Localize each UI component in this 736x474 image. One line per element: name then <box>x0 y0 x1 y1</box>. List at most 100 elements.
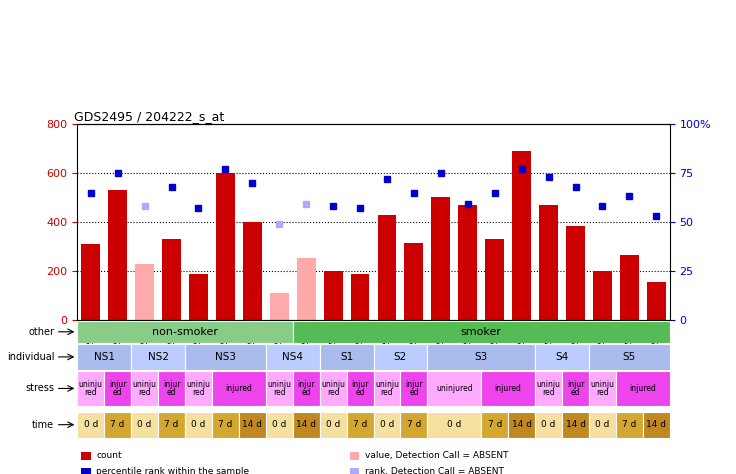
Bar <box>158 372 185 405</box>
Bar <box>593 271 612 320</box>
Bar <box>185 344 266 370</box>
Text: uninju
red: uninju red <box>79 380 103 397</box>
Bar <box>319 344 374 370</box>
Text: injur
ed: injur ed <box>163 380 180 397</box>
Bar <box>212 372 266 405</box>
Text: NS1: NS1 <box>93 352 115 362</box>
Bar <box>319 372 347 405</box>
Bar <box>243 222 262 320</box>
Text: 7 d: 7 d <box>218 420 233 429</box>
Bar <box>620 255 639 320</box>
Bar <box>293 321 670 343</box>
Bar <box>293 411 319 438</box>
Text: injur
ed: injur ed <box>109 380 127 397</box>
Text: NS3: NS3 <box>215 352 236 362</box>
Text: 0 d: 0 d <box>326 420 340 429</box>
Bar <box>189 273 208 320</box>
Bar <box>131 372 158 405</box>
Bar <box>405 243 423 320</box>
Text: GDS2495 / 204222_s_at: GDS2495 / 204222_s_at <box>74 109 224 123</box>
Bar <box>481 372 535 405</box>
Bar <box>266 411 293 438</box>
Text: S3: S3 <box>475 352 488 362</box>
Bar <box>105 372 131 405</box>
Text: NS4: NS4 <box>282 352 303 362</box>
Text: S4: S4 <box>556 352 569 362</box>
Bar <box>562 411 589 438</box>
Text: other: other <box>29 327 54 337</box>
Bar <box>428 411 481 438</box>
Bar <box>428 372 481 405</box>
Bar <box>616 411 643 438</box>
Bar <box>162 239 181 320</box>
Bar <box>81 244 100 320</box>
Bar <box>566 226 585 320</box>
Text: uninju
red: uninju red <box>590 380 615 397</box>
Text: individual: individual <box>7 352 54 362</box>
Text: 7 d: 7 d <box>487 420 502 429</box>
Text: S1: S1 <box>340 352 353 362</box>
Text: 7 d: 7 d <box>622 420 637 429</box>
Bar <box>105 411 131 438</box>
Text: 0 d: 0 d <box>595 420 609 429</box>
Bar <box>539 205 558 320</box>
Bar <box>616 372 670 405</box>
Text: stress: stress <box>25 383 54 393</box>
Bar <box>77 124 670 320</box>
Text: uninju
red: uninju red <box>375 380 399 397</box>
Bar <box>77 321 293 343</box>
Text: injur
ed: injur ed <box>405 380 422 397</box>
Text: 0 d: 0 d <box>191 420 205 429</box>
Bar <box>347 372 374 405</box>
Text: uninjured: uninjured <box>436 384 473 393</box>
Bar <box>400 372 428 405</box>
Bar <box>400 411 428 438</box>
Bar <box>297 258 316 320</box>
Bar <box>266 372 293 405</box>
Bar <box>347 411 374 438</box>
Bar <box>108 190 127 320</box>
Bar <box>535 344 589 370</box>
Bar <box>374 372 400 405</box>
Bar <box>374 411 400 438</box>
Bar <box>319 411 347 438</box>
Text: 14 d: 14 d <box>565 420 586 429</box>
Text: percentile rank within the sample: percentile rank within the sample <box>96 467 250 474</box>
Text: injur
ed: injur ed <box>567 380 584 397</box>
Bar <box>647 283 666 320</box>
Text: 14 d: 14 d <box>242 420 262 429</box>
Bar <box>374 344 428 370</box>
Text: NS2: NS2 <box>148 352 169 362</box>
Text: uninju
red: uninju red <box>132 380 157 397</box>
Text: 0 d: 0 d <box>272 420 286 429</box>
Bar <box>324 271 342 320</box>
Text: 14 d: 14 d <box>296 420 316 429</box>
Bar <box>589 372 616 405</box>
Text: uninju
red: uninju red <box>267 380 291 397</box>
Text: S5: S5 <box>623 352 636 362</box>
Bar <box>270 293 289 320</box>
Bar <box>212 411 239 438</box>
Bar <box>266 344 319 370</box>
Bar <box>535 411 562 438</box>
Text: injur
ed: injur ed <box>351 380 369 397</box>
Text: uninju
red: uninju red <box>321 380 345 397</box>
Text: injured: injured <box>495 384 522 393</box>
Bar <box>77 411 105 438</box>
Bar <box>131 344 185 370</box>
Text: time: time <box>32 419 54 430</box>
Bar <box>350 273 369 320</box>
Text: 7 d: 7 d <box>164 420 179 429</box>
Text: 7 d: 7 d <box>407 420 421 429</box>
Text: S2: S2 <box>394 352 407 362</box>
Bar <box>459 205 477 320</box>
Bar <box>77 372 105 405</box>
Text: 0 d: 0 d <box>84 420 98 429</box>
Text: rank, Detection Call = ABSENT: rank, Detection Call = ABSENT <box>365 467 504 474</box>
Text: 0 d: 0 d <box>138 420 152 429</box>
Text: value, Detection Call = ABSENT: value, Detection Call = ABSENT <box>365 452 509 460</box>
Bar <box>77 344 131 370</box>
Text: uninju
red: uninju red <box>537 380 561 397</box>
Bar <box>428 344 535 370</box>
Bar <box>481 411 508 438</box>
